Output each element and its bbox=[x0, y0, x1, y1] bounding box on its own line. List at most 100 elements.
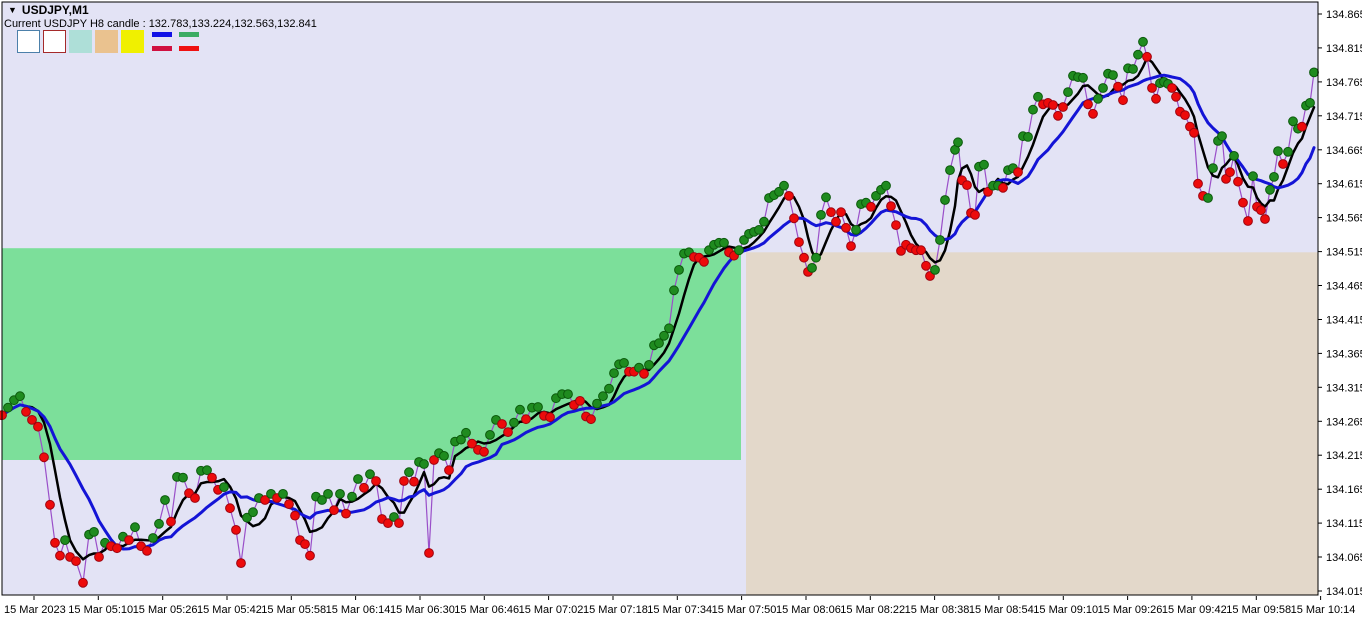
down-signal-dot bbox=[521, 414, 531, 425]
up-signal-dot bbox=[592, 398, 602, 409]
down-signal-dot bbox=[166, 516, 176, 527]
down-signal-dot bbox=[236, 558, 246, 568]
line-color-top bbox=[179, 32, 199, 37]
down-signal-dot bbox=[891, 220, 901, 231]
down-signal-dot bbox=[575, 396, 585, 406]
down-signal-dot bbox=[545, 412, 555, 423]
down-signal-dot bbox=[1167, 83, 1177, 93]
time-axis-label: 15 Mar 05:42 bbox=[197, 604, 262, 616]
time-axis-label: 15 Mar 06:30 bbox=[390, 604, 455, 616]
time-axis-label: 15 Mar 05:58 bbox=[261, 604, 326, 616]
down-signal-dot bbox=[33, 421, 43, 432]
price-axis-label: 134.815 bbox=[1326, 43, 1362, 55]
up-signal-dot bbox=[940, 195, 950, 205]
up-signal-dot bbox=[335, 489, 345, 499]
up-signal-dot bbox=[945, 165, 955, 176]
open-color-swatch bbox=[17, 30, 40, 53]
up-signal-dot bbox=[1269, 172, 1279, 182]
time-axis-label: 15 Mar 07:02 bbox=[519, 604, 584, 616]
up-signal-dot bbox=[1138, 36, 1148, 47]
down-signal-dot bbox=[300, 539, 310, 549]
down-signal-dot bbox=[231, 525, 241, 535]
down-signal-dot bbox=[71, 556, 81, 566]
line-color-bottom bbox=[179, 46, 199, 51]
up-signal-dot bbox=[1063, 87, 1073, 97]
up-signal-dot bbox=[1229, 151, 1239, 161]
down-signal-dot bbox=[1189, 127, 1199, 138]
up-signal-dot bbox=[659, 330, 669, 341]
up-signal-dot bbox=[202, 465, 212, 476]
down-signal-dot bbox=[142, 546, 152, 556]
chart-border bbox=[1, 1, 1319, 596]
down-signal-dot bbox=[962, 180, 972, 191]
up-signal-dot bbox=[485, 430, 495, 440]
down-signal-dot bbox=[1193, 178, 1203, 189]
down-signal-dot bbox=[190, 493, 200, 503]
blue-crimson-line-swatch bbox=[152, 30, 172, 51]
down-signal-dot bbox=[789, 213, 799, 224]
up-signal-dot bbox=[154, 518, 164, 529]
down-signal-dot bbox=[1113, 81, 1123, 92]
price-axis-label: 134.015 bbox=[1326, 586, 1362, 598]
up-signal-dot bbox=[930, 265, 940, 275]
down-signal-dot bbox=[479, 446, 489, 457]
up-signal-dot bbox=[1133, 49, 1143, 60]
up-signal-dot bbox=[779, 180, 789, 191]
up-signal-dot bbox=[248, 507, 258, 518]
down-signal-dot bbox=[260, 495, 270, 505]
down-signal-dot bbox=[841, 222, 851, 233]
time-axis[interactable]: 15 Mar 2023 15 Mar 05:10 15 Mar 05:26 15 Ma… bbox=[4, 596, 1355, 616]
down-signal-dot bbox=[503, 427, 513, 438]
close-color-swatch bbox=[43, 30, 66, 53]
down-signal-dot bbox=[1171, 91, 1181, 102]
indicator-caption: Current USDJPY H8 candle : 132.783,133.2… bbox=[4, 18, 317, 30]
up-signal-dot bbox=[1248, 171, 1258, 182]
down-signal-dot bbox=[284, 499, 294, 510]
down-signal-dot bbox=[383, 518, 393, 528]
down-signal-dot bbox=[586, 414, 596, 425]
time-axis-label: 15 Mar 2023 bbox=[4, 604, 66, 616]
down-signal-dot bbox=[1256, 205, 1266, 216]
up-signal-dot bbox=[60, 535, 70, 545]
up-signal-dot bbox=[1305, 98, 1315, 108]
down-signal-dot bbox=[329, 505, 339, 516]
up-signal-dot bbox=[178, 472, 188, 483]
down-signal-dot bbox=[45, 499, 55, 510]
up-signal-dot bbox=[242, 512, 252, 523]
range-color-swatch bbox=[69, 30, 92, 53]
price-axis[interactable]: 134.865 134.815 134.765 134.715 134.665 134.6… bbox=[1318, 9, 1362, 598]
down-signal-dot bbox=[1147, 83, 1157, 93]
up-signal-dot bbox=[816, 210, 826, 220]
time-axis-label: 15 Mar 07:34 bbox=[647, 604, 712, 616]
down-signal-dot bbox=[39, 452, 49, 463]
up-signal-dot bbox=[719, 237, 729, 248]
up-signal-dot bbox=[347, 491, 357, 502]
up-signal-dot bbox=[1128, 64, 1138, 74]
up-signal-dot bbox=[148, 533, 158, 543]
down-signal-dot bbox=[497, 419, 507, 429]
price-axis-label: 134.265 bbox=[1326, 416, 1362, 428]
down-signal-dot bbox=[1180, 110, 1190, 120]
collapse-triangle-icon[interactable]: ▼ bbox=[8, 5, 17, 15]
down-signal-dot bbox=[639, 368, 649, 379]
time-axis-label: 15 Mar 10:14 bbox=[1291, 604, 1356, 616]
indicator-legend bbox=[17, 30, 201, 53]
up-signal-dot bbox=[821, 192, 831, 203]
down-signal-dot bbox=[998, 182, 1008, 193]
down-signal-dot bbox=[290, 510, 300, 521]
up-signal-dot bbox=[130, 522, 140, 533]
up-signal-dot bbox=[604, 383, 614, 394]
up-signal-dot bbox=[1203, 193, 1213, 203]
up-signal-dot bbox=[89, 527, 99, 537]
down-signal-dot bbox=[794, 237, 804, 248]
time-axis-label: 15 Mar 06:14 bbox=[326, 604, 391, 616]
down-signal-dot bbox=[94, 552, 104, 562]
up-signal-dot bbox=[317, 495, 327, 505]
down-signal-dot bbox=[371, 476, 381, 486]
down-signal-dot bbox=[799, 252, 809, 263]
down-signal-dot bbox=[866, 201, 876, 212]
up-signal-dot bbox=[1108, 70, 1118, 80]
down-signal-dot bbox=[1151, 93, 1161, 104]
